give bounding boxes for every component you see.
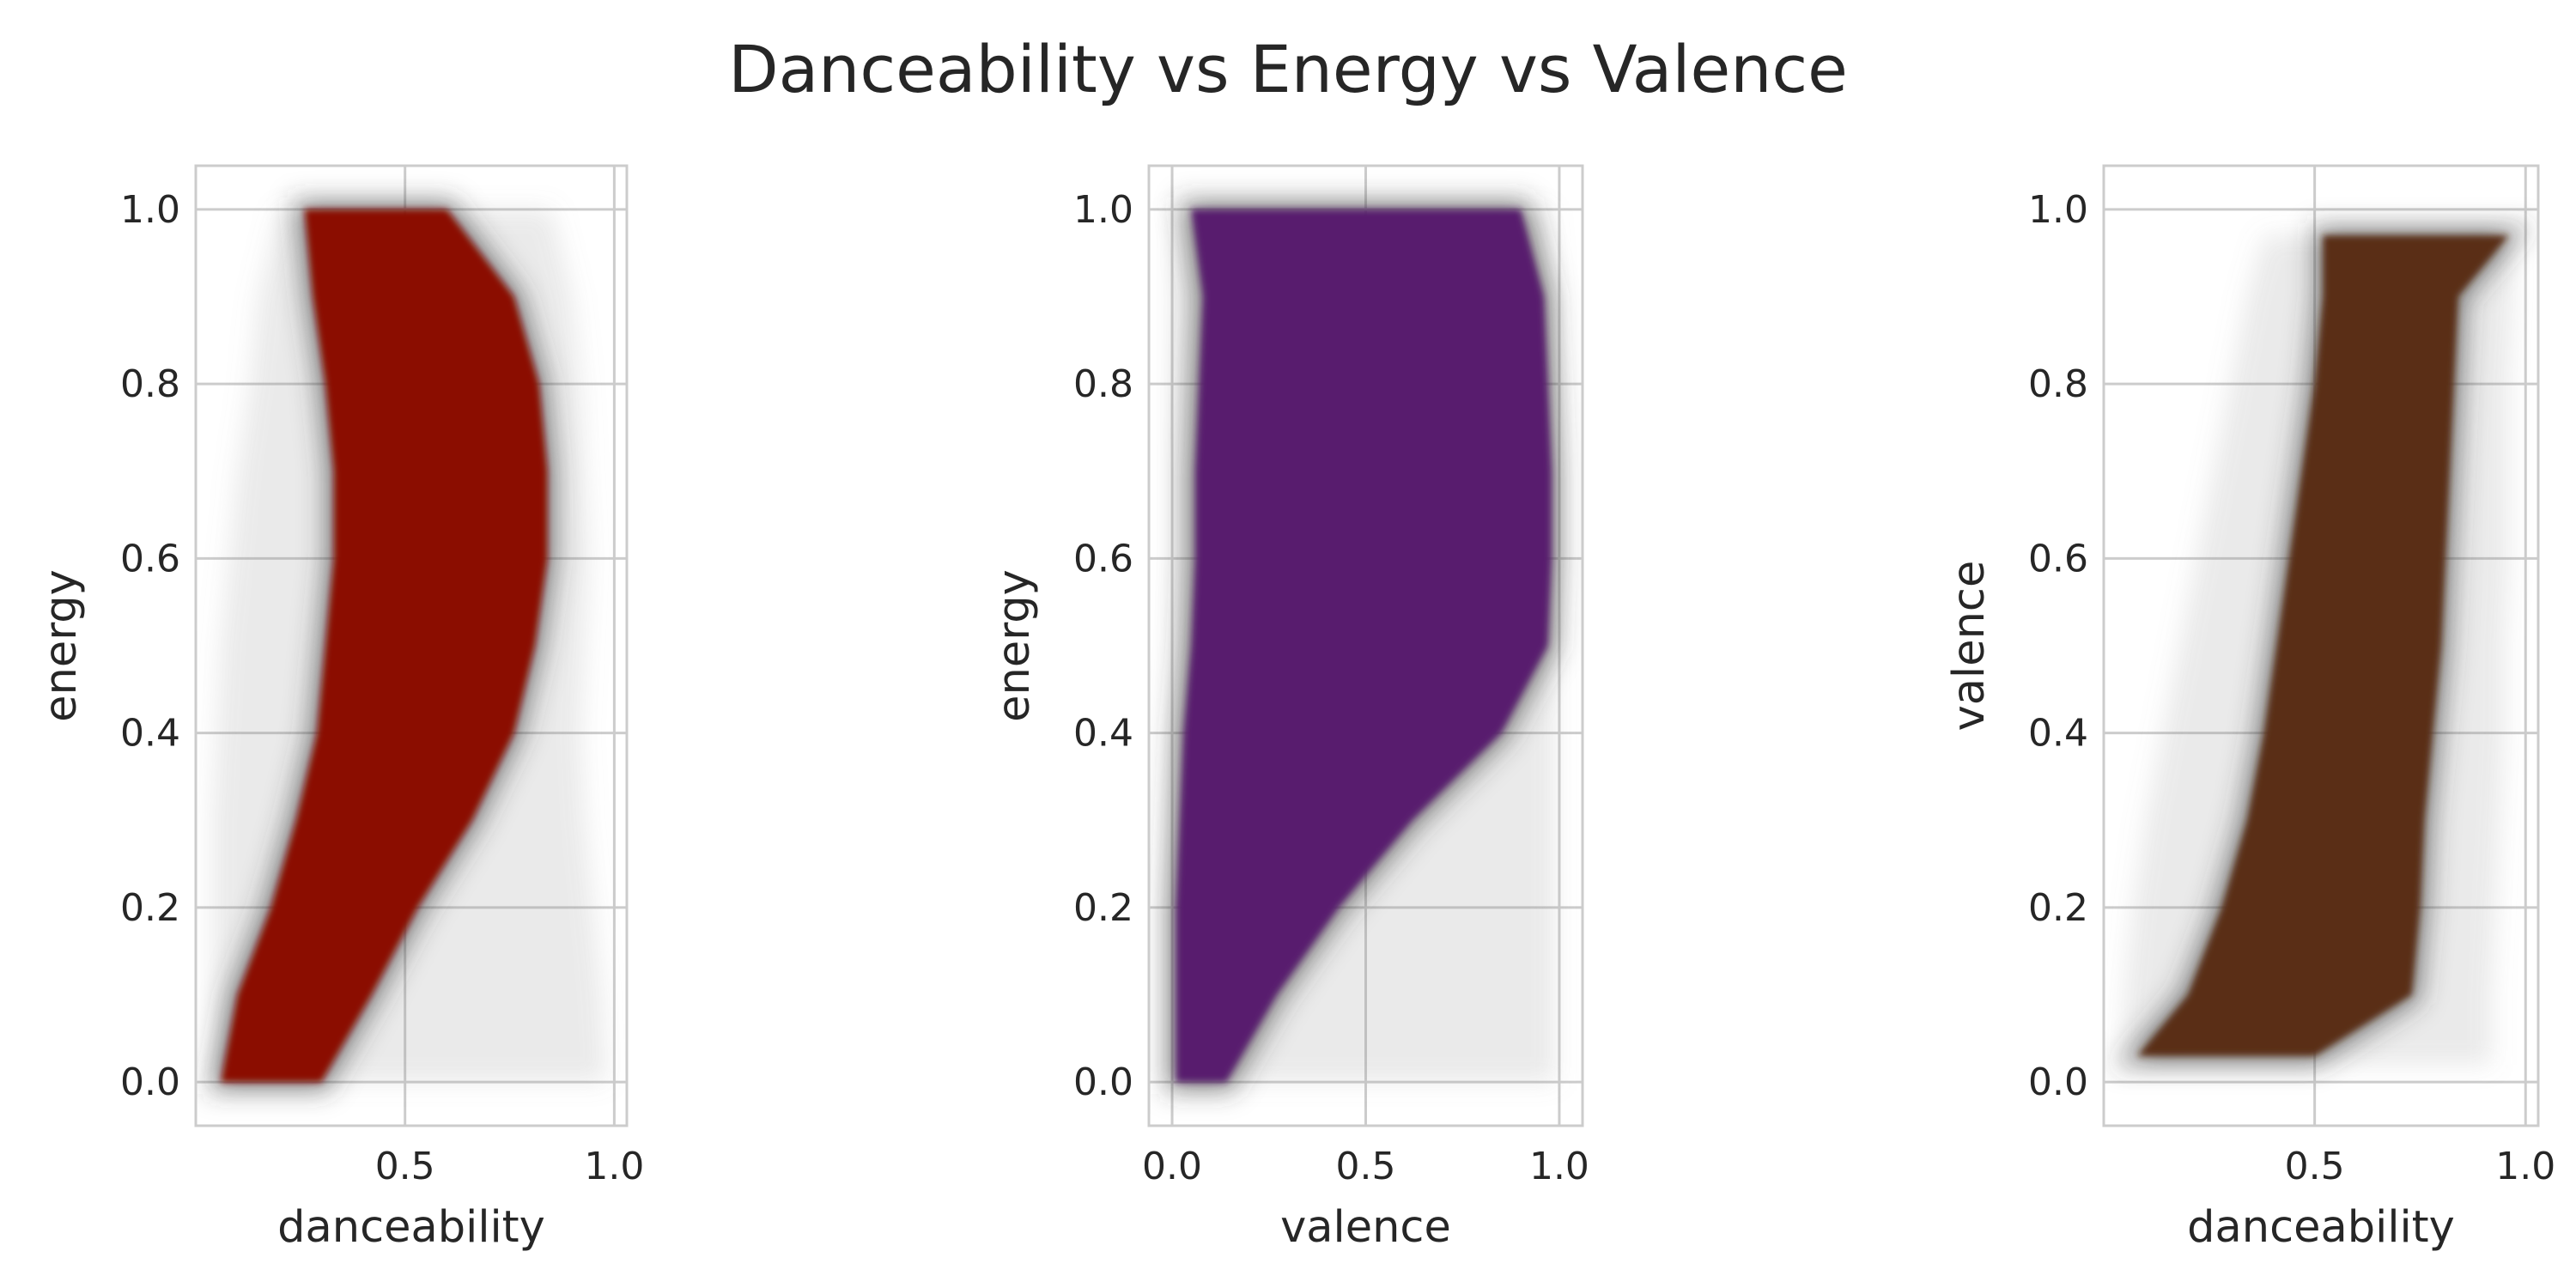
y-tick-label: 0.2 [2028, 886, 2088, 930]
x-tick-label: 0.5 [1336, 1145, 1396, 1188]
chart-panel-3: 0.5 1.0 0.0 0.2 0.4 0.6 0.8 1.0 danceability vale… [1944, 164, 2555, 1253]
y-tick-label: 0.4 [2028, 712, 2088, 756]
x-axis-label: danceability [277, 1202, 545, 1253]
x-axis-label: danceability [2187, 1202, 2455, 1253]
chart-panel-2: 0.0 0.5 1.0 0.0 0.2 0.4 0.6 0.8 1.0 valence energy [989, 164, 1589, 1253]
x-axis-label: valence [1280, 1202, 1451, 1253]
y-tick-label: 0.0 [120, 1060, 180, 1104]
y-tick-label: 0.0 [1073, 1060, 1133, 1104]
axes-frame [2102, 164, 2540, 1127]
x-tick-label: 0.5 [2285, 1145, 2345, 1188]
chart-panel-1: 0.5 1.0 0.0 0.2 0.4 0.6 0.8 1.0 danceability ener… [36, 164, 644, 1253]
y-tick-label: 0.6 [2028, 537, 2088, 580]
y-tick-label: 1.0 [120, 188, 180, 232]
y-tick-label: 0.4 [120, 712, 180, 756]
axes-frame [194, 164, 629, 1127]
y-tick-label: 0.2 [1073, 886, 1133, 930]
y-axis-label: energy [989, 569, 1040, 722]
y-tick-label: 0.6 [1073, 537, 1133, 580]
y-axis-label: energy [36, 569, 87, 722]
y-tick-label: 0.6 [120, 537, 180, 580]
dense-point-cloud [1176, 209, 1552, 1083]
x-tick-label: 0.5 [375, 1145, 435, 1188]
y-axis-label: valence [1944, 561, 1995, 732]
y-tick-label: 0.8 [120, 362, 180, 406]
x-tick-label: 0.0 [1142, 1145, 1202, 1188]
figure-title: Danceability vs Energy vs Valence [728, 31, 1848, 107]
dense-point-cloud [221, 209, 548, 1083]
y-tick-label: 0.4 [1073, 712, 1133, 756]
dense-point-cloud [2137, 235, 2509, 1056]
y-tick-label: 1.0 [2028, 188, 2088, 232]
axes-frame [1147, 164, 1584, 1127]
y-tick-label: 0.8 [2028, 362, 2088, 406]
x-tick-label: 1.0 [1529, 1145, 1589, 1188]
y-tick-label: 0.0 [2028, 1060, 2088, 1104]
y-tick-label: 0.8 [1073, 362, 1133, 406]
x-tick-label: 1.0 [2495, 1145, 2555, 1188]
y-tick-label: 1.0 [1073, 188, 1133, 232]
x-tick-label: 1.0 [584, 1145, 644, 1188]
y-tick-label: 0.2 [120, 886, 180, 930]
